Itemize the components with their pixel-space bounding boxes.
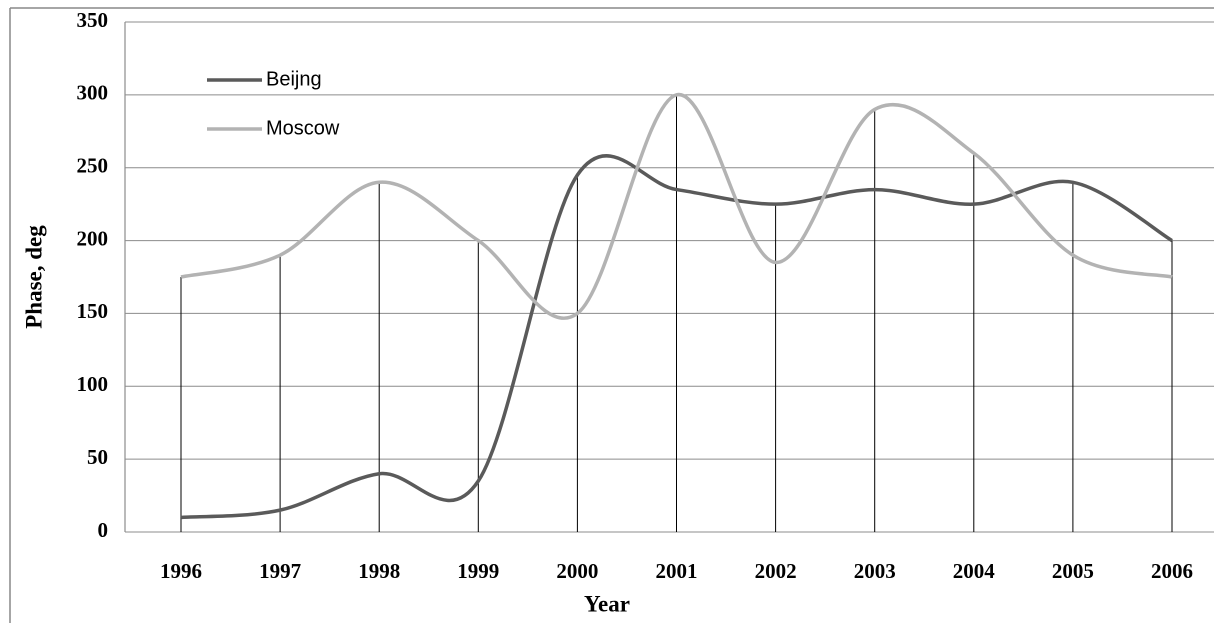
x-tick-label: 1996: [160, 559, 202, 583]
x-tick-label: 2001: [656, 559, 698, 583]
y-tick-label: 50: [87, 445, 108, 469]
x-tick-label: 2003: [854, 559, 896, 583]
legend-label: Moscow: [266, 117, 340, 139]
series-line: [180, 93, 1173, 320]
x-axis-title: Year: [584, 591, 630, 616]
y-tick-label: 250: [77, 154, 109, 178]
y-tick-label: 150: [77, 299, 109, 323]
x-tick-label: 1999: [457, 559, 499, 583]
x-tick-label: 2005: [1052, 559, 1094, 583]
y-tick-label: 0: [98, 518, 109, 542]
x-tick-label: 2004: [953, 559, 996, 583]
y-axis-title: Phase, deg: [21, 225, 46, 329]
series-line: [180, 154, 1173, 520]
x-tick-label: 2006: [1151, 559, 1193, 583]
x-tick-label: 2002: [755, 559, 797, 583]
x-tick-label: 1997: [259, 559, 301, 583]
y-tick-label: 350: [77, 8, 109, 32]
y-tick-label: 100: [77, 372, 109, 396]
x-tick-label: 1998: [358, 559, 400, 583]
y-tick-label: 200: [77, 226, 109, 250]
x-tick-label: 2000: [556, 559, 598, 583]
legend-label: Beijng: [266, 68, 322, 90]
y-tick-label: 300: [77, 81, 109, 105]
